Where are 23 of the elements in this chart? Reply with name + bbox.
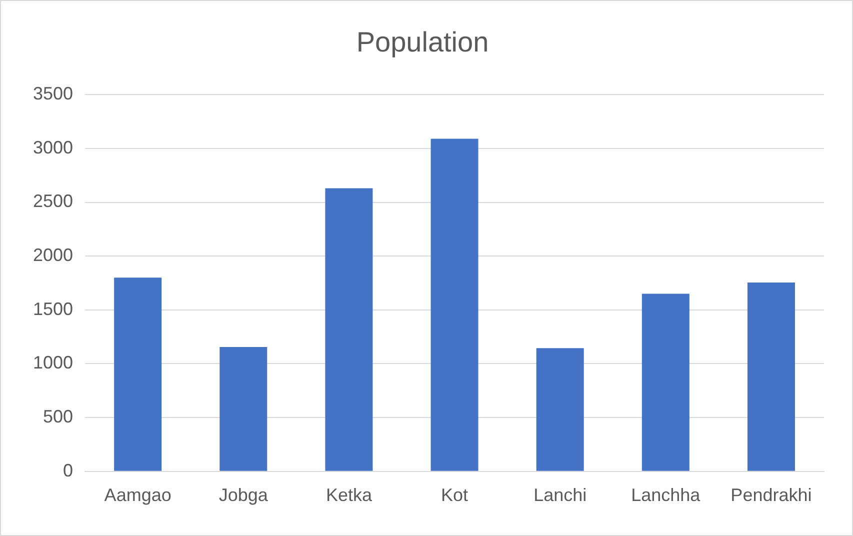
y-tick-label: 3000 (32, 137, 74, 158)
x-tick-label: Aamgao (104, 485, 172, 506)
y-tick-label: 1000 (32, 352, 74, 373)
y-tick-label: 2000 (32, 245, 74, 266)
y-tick-label: 1500 (32, 298, 74, 319)
bar (430, 138, 478, 471)
x-tick-label: Jobga (218, 485, 269, 506)
y-tick-label: 2500 (32, 191, 74, 212)
y-tick-label: 500 (42, 406, 74, 427)
bar (536, 348, 584, 471)
y-tick-label: 0 (63, 460, 74, 480)
x-tick-label: Ketka (326, 485, 373, 506)
x-tick-label: Pendrakhi (730, 485, 812, 506)
bar (642, 294, 690, 471)
bar (747, 282, 795, 471)
bar (114, 278, 162, 471)
y-tick-label: 3500 (32, 84, 74, 104)
bar (325, 188, 373, 471)
chart-title: Population (356, 26, 489, 58)
bar (220, 347, 268, 471)
x-tick-label: Lanchi (534, 485, 587, 506)
x-tick-label: Lanchha (631, 485, 702, 506)
x-tick-label: Kot (441, 485, 468, 506)
